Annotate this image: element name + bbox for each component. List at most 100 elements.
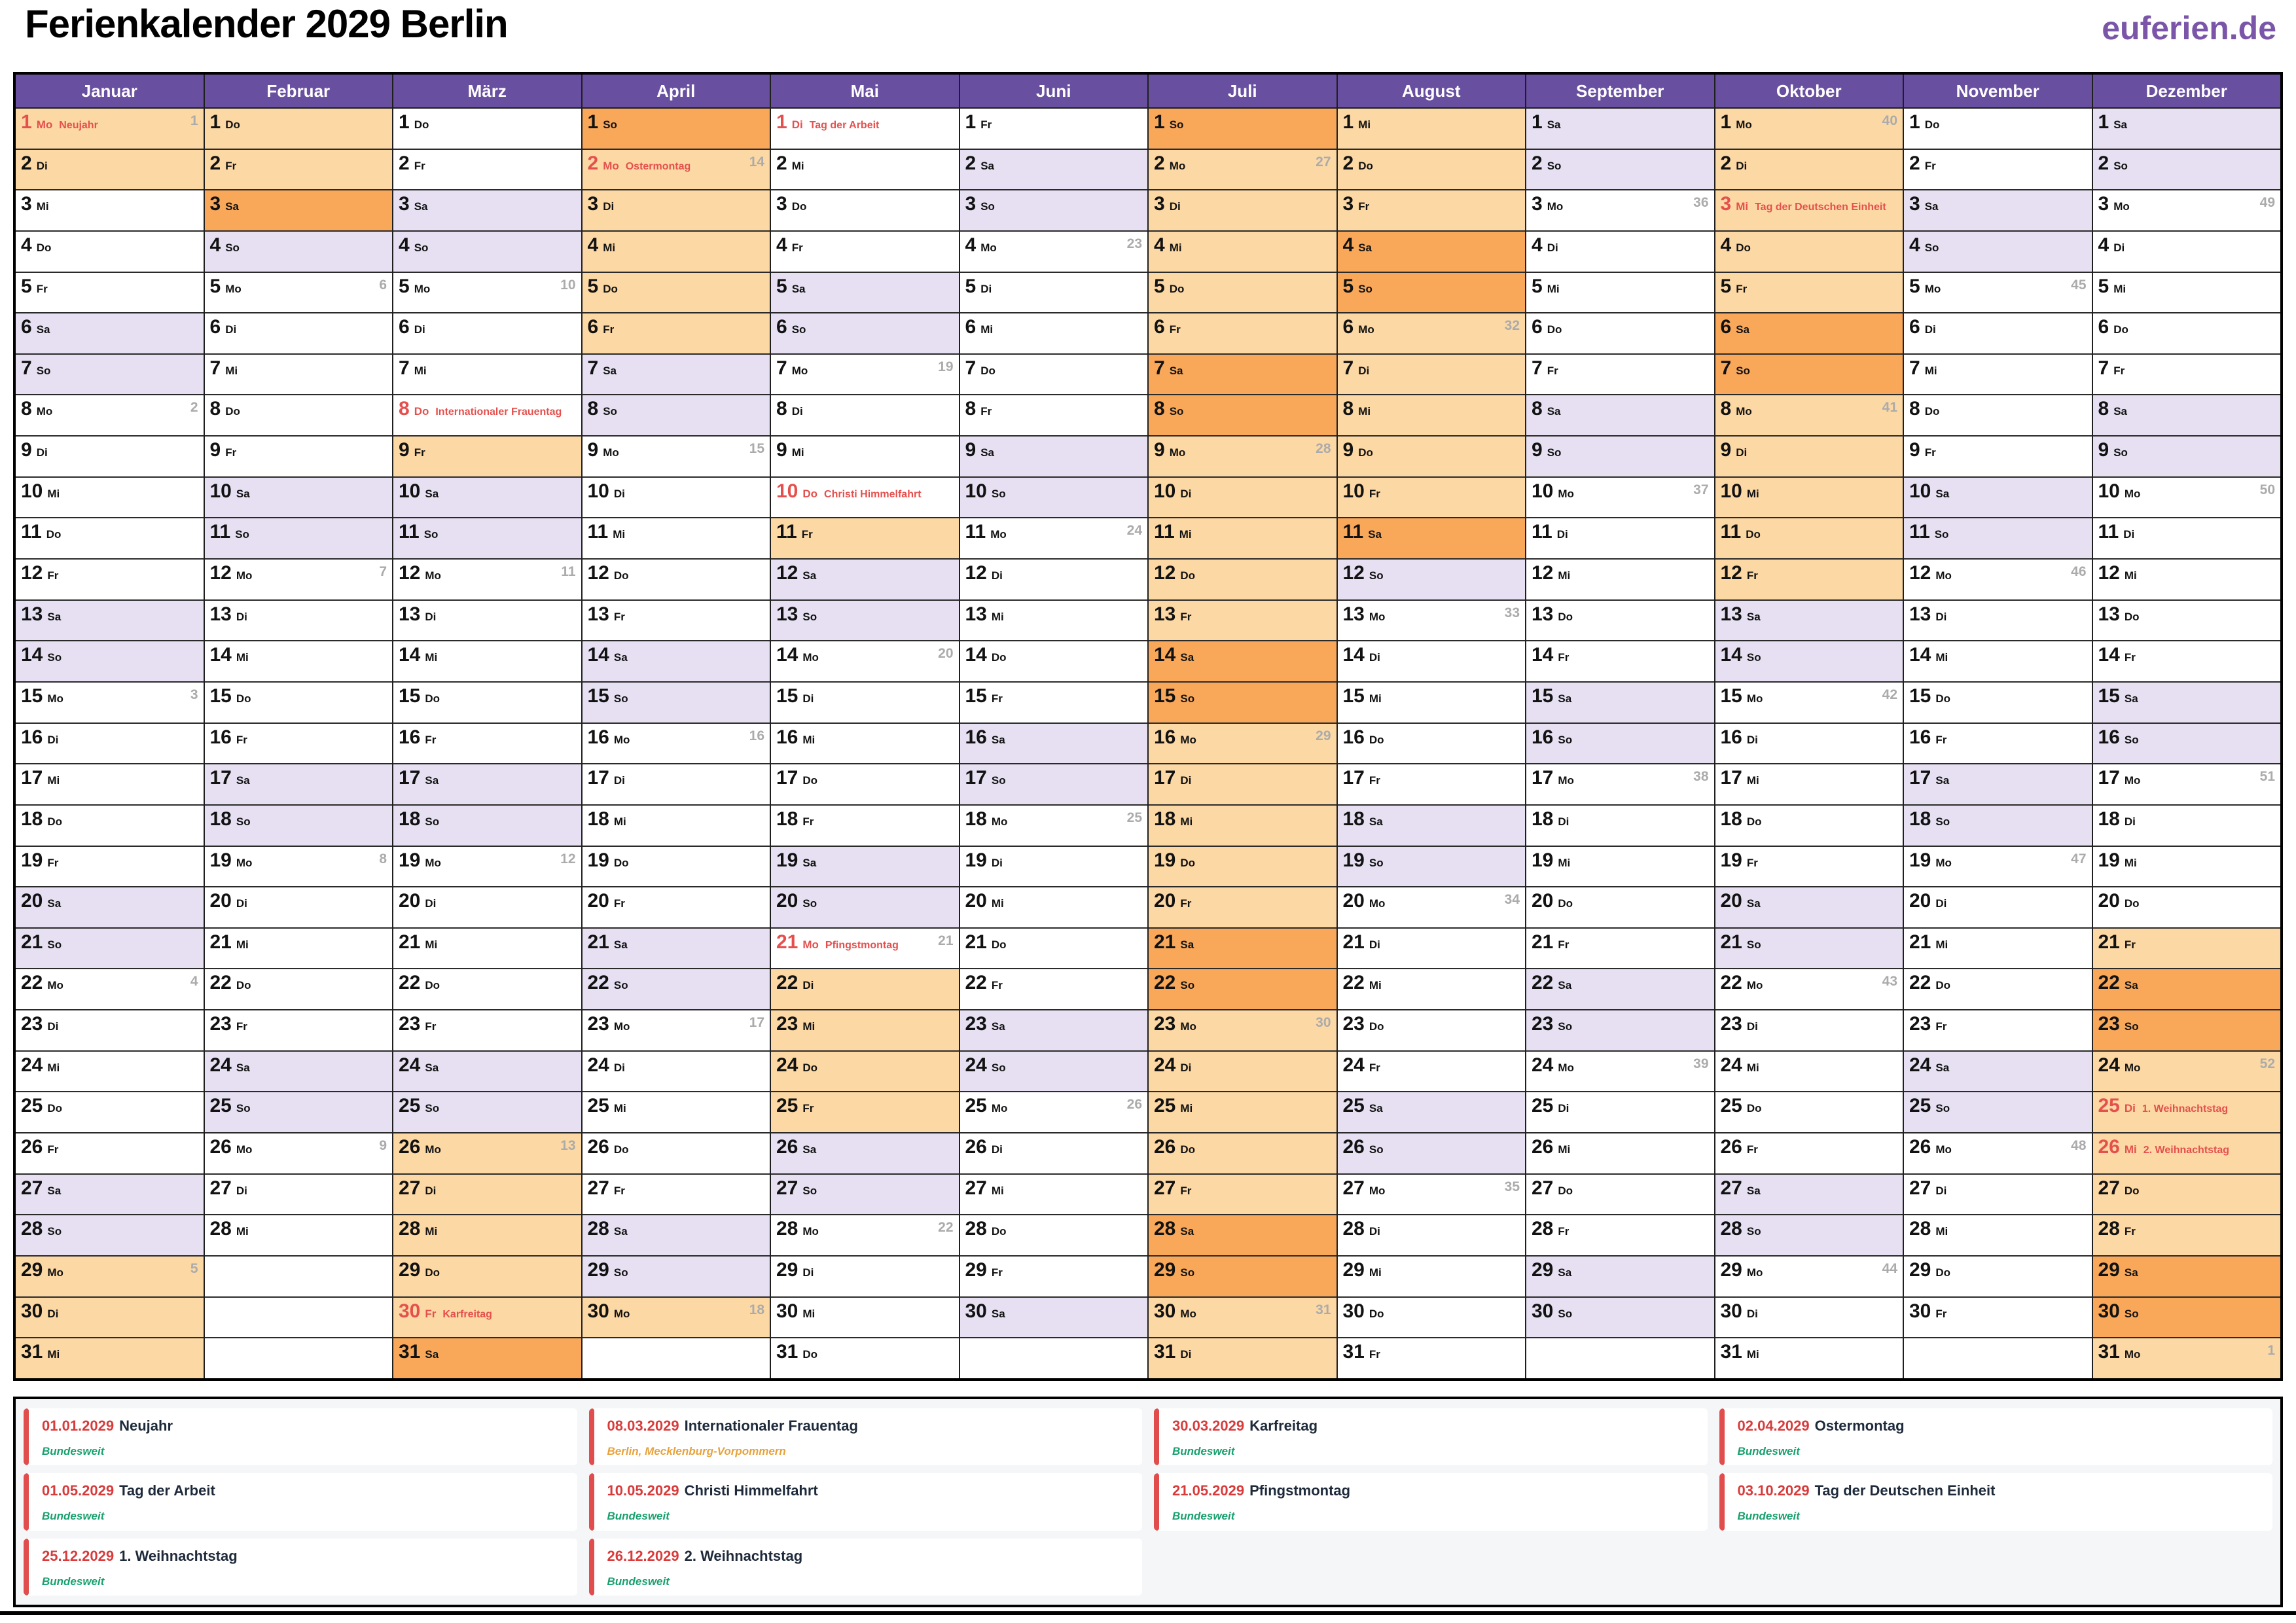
day-number: 10 [2098, 480, 2120, 502]
weekday-abbr: So [1369, 569, 1384, 582]
day-number: 19 [1532, 849, 1554, 871]
day-cell: 25 So [204, 1092, 392, 1134]
day-cell: 28 Mo 22 [771, 1215, 959, 1257]
day-number: 11 [776, 521, 797, 543]
weekday-abbr: So [991, 487, 1006, 500]
day-cell: 9 Sa [960, 437, 1147, 478]
day-cell: 3 Mi Tag der Deutschen Einheit [1715, 190, 1903, 232]
weekday-abbr: Mo [1935, 856, 1952, 869]
day-cell: 29 Mo 5 [16, 1256, 204, 1298]
day-number: 20 [1342, 890, 1365, 912]
day-cell: 22 Fr [960, 969, 1147, 1011]
weekday-abbr: Do [236, 692, 251, 705]
day-number: 8 [21, 398, 32, 420]
day-cell: 5 Fr [1715, 272, 1903, 314]
weekday-abbr: Mo [236, 1143, 253, 1156]
day-cell: 11 Do [1715, 518, 1903, 560]
day-number: 14 [1154, 644, 1176, 666]
day-number: 29 [1909, 1258, 1931, 1281]
weekday-abbr: Fr [1180, 610, 1192, 623]
weekday-abbr: Sa [2124, 692, 2138, 705]
day-number: 29 [1720, 1258, 1742, 1281]
day-cell: 28 Sa [1149, 1215, 1336, 1257]
weekday-abbr: Do [1369, 1020, 1384, 1033]
weekday-abbr: Fr [2124, 651, 2136, 664]
day-cell: 24 So [960, 1051, 1147, 1093]
day-number: 28 [399, 1218, 421, 1240]
day-cell: 3 Do [771, 190, 959, 232]
weekday-abbr: Mo [1180, 1307, 1196, 1320]
day-cell: 7 So [16, 354, 204, 396]
weekday-abbr: So [613, 979, 628, 992]
day-number: 6 [1154, 316, 1165, 338]
day-cell: 27 Do [2092, 1174, 2280, 1216]
day-cell: 29 Do [1904, 1256, 2092, 1298]
weekday-abbr: Sa [802, 1143, 817, 1156]
day-number: 5 [1342, 275, 1354, 297]
day-cell: 13 Di [204, 600, 392, 642]
day-cell: 9 Mi [771, 437, 959, 478]
day-number: 14 [965, 644, 987, 666]
day-cell: 18 Do [16, 805, 204, 847]
day-cell: 25 Fr [771, 1092, 959, 1134]
day-cell: 16 Fr [1904, 723, 2092, 765]
day-number: 17 [587, 767, 609, 789]
day-number: 19 [1720, 849, 1742, 871]
day-number: 6 [1532, 316, 1543, 338]
weekday-abbr: Mi [991, 610, 1004, 623]
weekday-abbr: Fr [802, 815, 814, 828]
week-number: 14 [749, 154, 764, 169]
day-cell: 16 So [1526, 723, 1714, 765]
day-number: 14 [1342, 644, 1365, 666]
week-number: 49 [2259, 195, 2275, 211]
weekday-abbr: Fr [1558, 651, 1570, 664]
day-cell: 29 Fr [960, 1256, 1147, 1298]
holiday-scope: Bundesweit [1172, 1510, 1235, 1523]
weekday-abbr: Sa [414, 200, 428, 213]
weekday-abbr: Di [1736, 159, 1748, 172]
day-number: 26 [1909, 1136, 1931, 1158]
day-cell: 8 Mi [1337, 395, 1525, 437]
day-cell: 3 Sa [204, 190, 392, 232]
day-number: 16 [776, 726, 798, 748]
day-number: 29 [587, 1258, 609, 1281]
weekday-abbr: Di [1736, 446, 1748, 459]
day-cell: 4 Do [1715, 231, 1903, 273]
day-number: 4 [965, 234, 977, 256]
day-number: 2 [209, 152, 221, 174]
weekday-abbr: Mo [802, 1225, 819, 1238]
weekday-abbr: Di [1369, 938, 1380, 951]
day-number: 19 [209, 849, 232, 871]
weekday-abbr: Mo [1180, 733, 1196, 746]
week-number: 41 [1882, 400, 1897, 416]
day-cell: 20 Mo 34 [1337, 887, 1525, 929]
site-logo[interactable]: euferien.de [2102, 10, 2276, 46]
weekday-abbr: Fr [1746, 856, 1758, 869]
day-cell: 14 Mo 20 [771, 641, 959, 683]
weekday-abbr: Do [613, 856, 629, 869]
day-number: 16 [1154, 726, 1176, 748]
weekday-abbr: Fr [1369, 1061, 1380, 1074]
weekday-abbr: Do [1924, 118, 1940, 131]
day-cell: 27 Mi [960, 1174, 1147, 1216]
day-cell: 16 Mo 29 [1149, 723, 1336, 765]
day-cell: 25 Mi [582, 1092, 770, 1134]
day-number: 3 [965, 193, 977, 215]
holiday-name: Ostermontag [1814, 1418, 1905, 1434]
holiday-name: Internationaler Frauentag [684, 1418, 858, 1434]
day-number: 17 [1720, 767, 1742, 789]
weekday-abbr: So [1558, 733, 1573, 746]
day-cell: 2 So [2092, 149, 2280, 191]
month-column: November 1 Do 2 Fr 3 Sa 4 So 5 Mo 45 6 Di 7 Mi 8 Do 9 Fr 10 S… [1904, 75, 2093, 1378]
day-cell: 28 Mi [393, 1215, 581, 1257]
weekday-abbr: Fr [414, 159, 425, 172]
day-cell: 29 Sa [2092, 1256, 2280, 1298]
weekday-abbr: Do [1369, 1307, 1384, 1320]
weekday-abbr: Mo [802, 651, 819, 664]
day-number: 16 [587, 726, 609, 748]
day-cell: 12 Mo 11 [393, 560, 581, 601]
week-number: 28 [1316, 441, 1331, 457]
day-number: 31 [399, 1341, 421, 1363]
day-number: 22 [1532, 972, 1554, 994]
day-cell: 7 Mi [393, 354, 581, 396]
